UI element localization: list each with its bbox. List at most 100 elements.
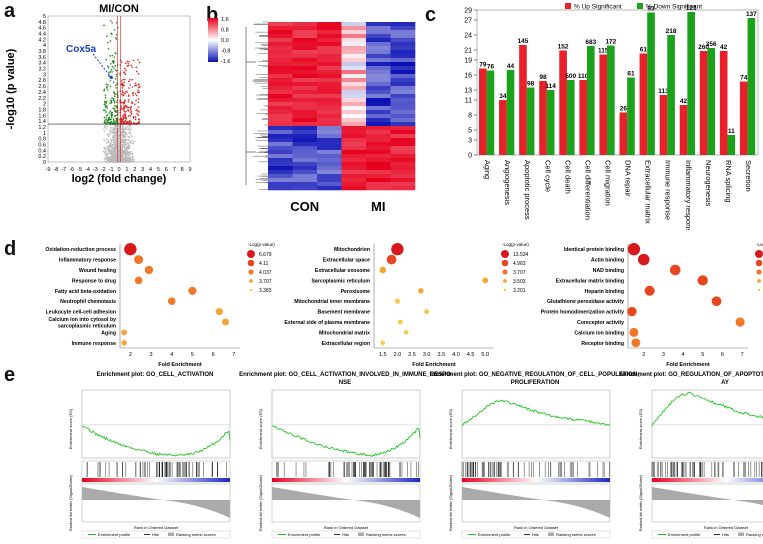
heatmap-cell <box>317 154 342 159</box>
data-point-up <box>137 89 139 92</box>
category-label: Extracellular matrix <box>644 160 653 224</box>
heatmap-cell <box>317 34 342 39</box>
legend-dot <box>249 288 253 292</box>
legend-label: Enrichment profile <box>288 532 321 537</box>
data-point-up <box>132 116 135 118</box>
x-tick-label: 5 <box>191 352 194 358</box>
bar <box>747 18 756 155</box>
panel-label-a: a <box>4 0 16 22</box>
bar <box>667 35 675 155</box>
data-point-ns <box>133 140 136 143</box>
data-point-down <box>109 40 112 42</box>
legend-dot <box>503 279 507 283</box>
plot-frame <box>476 9 759 156</box>
heatmap-cell <box>341 50 367 55</box>
panel-label-c: c <box>425 4 437 26</box>
heatmap-cell <box>268 26 293 31</box>
data-point-down <box>114 69 117 71</box>
data-point-down <box>114 77 117 80</box>
data-point-ns <box>125 158 127 161</box>
heatmap-cell <box>268 94 293 99</box>
heatmap-cell <box>341 170 367 175</box>
data-point-up <box>124 92 126 95</box>
x-tick-label: 3.0 <box>423 352 431 358</box>
data-point-up <box>125 105 128 108</box>
heatmap-cell <box>292 66 318 71</box>
term-label: Leukocyte cell-cell adhesion <box>46 310 116 316</box>
data-point-ns <box>114 139 117 141</box>
enrichment-dot <box>403 330 409 335</box>
data-point-ns <box>117 128 120 131</box>
data-point-up <box>125 110 127 113</box>
heatmap-cell <box>366 86 391 91</box>
enrichment-dot <box>386 254 397 265</box>
data-point-down <box>109 110 112 113</box>
heatmap-cell <box>390 86 416 91</box>
legend-dot <box>757 279 761 283</box>
heatmap-cell <box>390 138 416 143</box>
term-label: Calcium ion binding <box>574 330 624 336</box>
data-point-ns <box>111 155 114 157</box>
data-point-up <box>127 95 130 97</box>
legend-swatch-metric <box>358 532 364 536</box>
y-tick-label: 13 <box>464 88 472 95</box>
data-point-down <box>103 24 105 27</box>
data-point-up <box>124 117 126 119</box>
data-point-up <box>127 115 130 117</box>
heatmap-cell <box>366 42 391 47</box>
term-label: Mitochondrion <box>334 247 370 253</box>
y-tick-label: 0.6 <box>38 142 46 148</box>
data-point-ns <box>112 131 114 134</box>
term-label: Sarcoplasmic reticulum <box>311 278 370 284</box>
rank-axis-label: Rank in Ordered Dataset <box>134 525 179 530</box>
x-tick-label: 2 <box>133 167 136 173</box>
heatmap-cell <box>268 158 293 163</box>
heatmap-cell <box>390 30 416 35</box>
data-point-down <box>110 114 113 117</box>
data-point-down <box>113 108 116 110</box>
data-point-down <box>113 67 115 69</box>
heatmap-cell <box>390 66 416 71</box>
data-point-down <box>104 122 107 124</box>
data-point-ns <box>131 155 134 158</box>
heatmap-cell <box>390 62 416 67</box>
data-point-ns <box>103 158 106 161</box>
data-point-down <box>114 115 116 118</box>
data-point-down <box>113 91 115 93</box>
gsea-title: Enrichment plot: GO_CELL_ACTIVATION <box>97 372 214 378</box>
heatmap-cell <box>317 30 342 35</box>
heatmap-cell <box>366 70 391 75</box>
data-point-ns <box>118 154 120 156</box>
heatmap-cell <box>292 46 318 51</box>
bar <box>719 51 728 155</box>
data-point-up <box>129 84 131 86</box>
data-point-ns <box>124 157 127 160</box>
annotation-arrow <box>92 53 112 78</box>
heatmap-cell <box>317 142 342 147</box>
data-point-down <box>107 84 109 86</box>
data-point-up <box>126 65 129 67</box>
heatmap-cell <box>341 78 367 83</box>
heatmap-cell <box>366 162 391 167</box>
heatmap-cell <box>390 102 416 107</box>
data-point-up <box>138 111 140 113</box>
data-point-ns <box>123 144 126 147</box>
heatmap-cell <box>390 154 416 159</box>
data-point-down <box>111 54 114 57</box>
data-point-ns <box>107 141 110 143</box>
heatmap-cell <box>390 162 416 167</box>
y-tick-label: 2.2 <box>38 96 46 102</box>
data-point-down <box>115 120 118 122</box>
data-point-up <box>131 92 134 95</box>
data-point-ns <box>105 154 107 157</box>
plot-frame <box>47 15 191 163</box>
y-tick-label: 2.6 <box>38 84 46 90</box>
rank-color-bar <box>652 478 763 482</box>
bar-data-label: 42 <box>680 98 688 105</box>
heatmap-cell <box>341 86 367 91</box>
enrichment-dot <box>394 298 400 304</box>
legend-label: % Up Significant <box>574 4 622 11</box>
data-point-up <box>130 101 133 103</box>
heatmap-cell <box>390 50 416 55</box>
data-point-up <box>123 81 125 84</box>
